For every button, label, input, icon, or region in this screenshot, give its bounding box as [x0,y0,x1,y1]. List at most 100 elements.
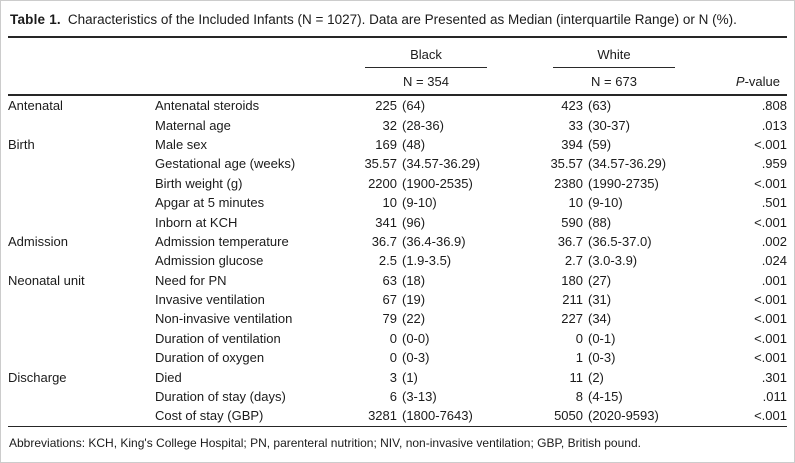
cell-p-value: .501 [761,195,787,211]
iqr-value: (28-36) [402,117,444,133]
table-row: Antenatal Antenatal steroids 225 (64) 423 (63… [8,95,787,115]
table-title-text: Characteristics of the Included Infants … [67,12,737,27]
table-row: Non-invasive ventilation 79 (22) 227 (34) <.0… [8,309,787,328]
cell-p-value: .002 [761,233,787,249]
cell-white-value: 33 (30-37) [540,115,688,134]
median-value: 0 [389,330,397,346]
table-row: Admission Admission temperature 36.7 (36.4-… [8,232,787,251]
cell-characteristic: Duration of oxygen [155,350,265,366]
cell-black-value: 67 (19) [352,290,500,309]
median-value: 67 [382,292,397,308]
cell-black-value: 0 (0-3) [352,348,500,367]
cell-spacer [500,135,540,154]
median-value: 36.7 [557,233,583,249]
cell-characteristic: Cost of stay (GBP) [155,406,352,427]
cell-spacer [500,193,540,212]
cell-category [8,174,155,193]
cell-category: Antenatal [8,98,63,114]
cell-black-value: 169 (48) [352,135,500,154]
cell-spacer [500,251,540,270]
iqr-value: (27) [588,272,612,288]
median-value: 79 [382,311,397,327]
median-value: 590 [561,214,583,230]
median-value: 180 [561,272,583,288]
cell-characteristic: Duration of stay (days) [155,389,286,405]
table-title-label: Table 1. [10,12,61,27]
cell-white-value: 0 (0-1) [540,329,688,348]
iqr-value: (9-10) [402,195,437,211]
cell-white-value: 394 (59) [540,135,688,154]
iqr-value: (3-13) [402,389,437,405]
median-value: 63 [382,272,397,288]
column-subheader-black-n: N = 354 [352,68,500,96]
cell-black-value: 63 (18) [352,271,500,290]
column-group-row: Black White [8,38,787,68]
iqr-value: (0-0) [402,330,430,346]
characteristics-table: Black White N = 354 N = 673 P-value Ante… [8,38,787,427]
iqr-value: (34.57-36.29) [588,156,667,172]
table-row: Inborn at KCH 341 (96) 590 (88) <.001 [8,212,787,231]
cell-white-value: 180 (27) [540,271,688,290]
table-row: Maternal age 32 (28-36) 33 (30-37) .013 [8,115,787,134]
cell-spacer [500,387,540,406]
median-value: 10 [382,195,397,211]
iqr-value: (19) [402,292,426,308]
cell-p-value: <.001 [754,175,787,191]
cell-spacer [500,212,540,231]
iqr-value: (0-1) [588,330,616,346]
iqr-value: (0-3) [588,350,616,366]
median-value: 2380 [554,175,583,191]
iqr-value: (59) [588,136,612,152]
cell-white-value: 11 (2) [540,367,688,386]
median-value: 10 [568,195,583,211]
cell-black-value: 341 (96) [352,212,500,231]
column-subheader-white-n: N = 673 [540,68,688,96]
iqr-value: (1990-2735) [588,175,659,191]
cell-category [8,154,155,173]
median-value: 0 [389,350,397,366]
cell-category [8,193,155,212]
column-subheader-row: N = 354 N = 673 P-value [8,68,787,96]
cell-characteristic: Admission temperature [155,233,289,249]
median-value: 0 [575,330,583,346]
cell-white-value: 1 (0-3) [540,348,688,367]
iqr-value: (48) [402,136,426,152]
cell-category [8,329,155,348]
cell-characteristic: Duration of ventilation [155,330,281,346]
cell-category: Admission [8,233,68,249]
median-value: 227 [561,311,583,327]
cell-p-value: <.001 [754,311,787,327]
cell-characteristic: Invasive ventilation [155,292,265,308]
cell-p-value: .959 [761,156,787,172]
cell-category: Discharge [8,369,67,385]
median-value: 5050 [554,408,583,424]
cell-white-value: 36.7 (36.5-37.0) [540,232,688,251]
median-value: 341 [375,214,397,230]
cell-category: Birth [8,136,35,152]
p-value-rest: -value [744,73,780,89]
cell-spacer [500,348,540,367]
cell-spacer [500,309,540,328]
cell-category [8,212,155,231]
cell-characteristic: Gestational age (weeks) [155,156,296,172]
cell-category [8,406,155,427]
cell-white-value: 2380 (1990-2735) [540,174,688,193]
cell-black-value: 79 (22) [352,309,500,328]
median-value: 35.57 [364,156,397,172]
table-row: Cost of stay (GBP) 3281 (1800-7643) 5050 (20… [8,406,787,427]
cell-p-value: .301 [761,369,787,385]
column-header-p-value: P-value [688,68,787,96]
cell-p-value: .024 [761,253,787,269]
iqr-value: (4-15) [588,389,623,405]
iqr-value: (88) [588,214,612,230]
table-row: Gestational age (weeks) 35.57 (34.57-36.29… [8,154,787,173]
table-row: Discharge Died 3 (1) 11 (2) .301 [8,367,787,386]
table-title: Table 1. Characteristics of the Included … [8,7,787,38]
table-row: Admission glucose 2.5 (1.9-3.5) 2.7 (3.0-3.9… [8,251,787,270]
iqr-value: (9-10) [588,195,623,211]
column-group-black-label: Black [365,47,487,68]
median-value: 211 [562,292,583,308]
iqr-value: (31) [588,292,612,308]
cell-category [8,309,155,328]
